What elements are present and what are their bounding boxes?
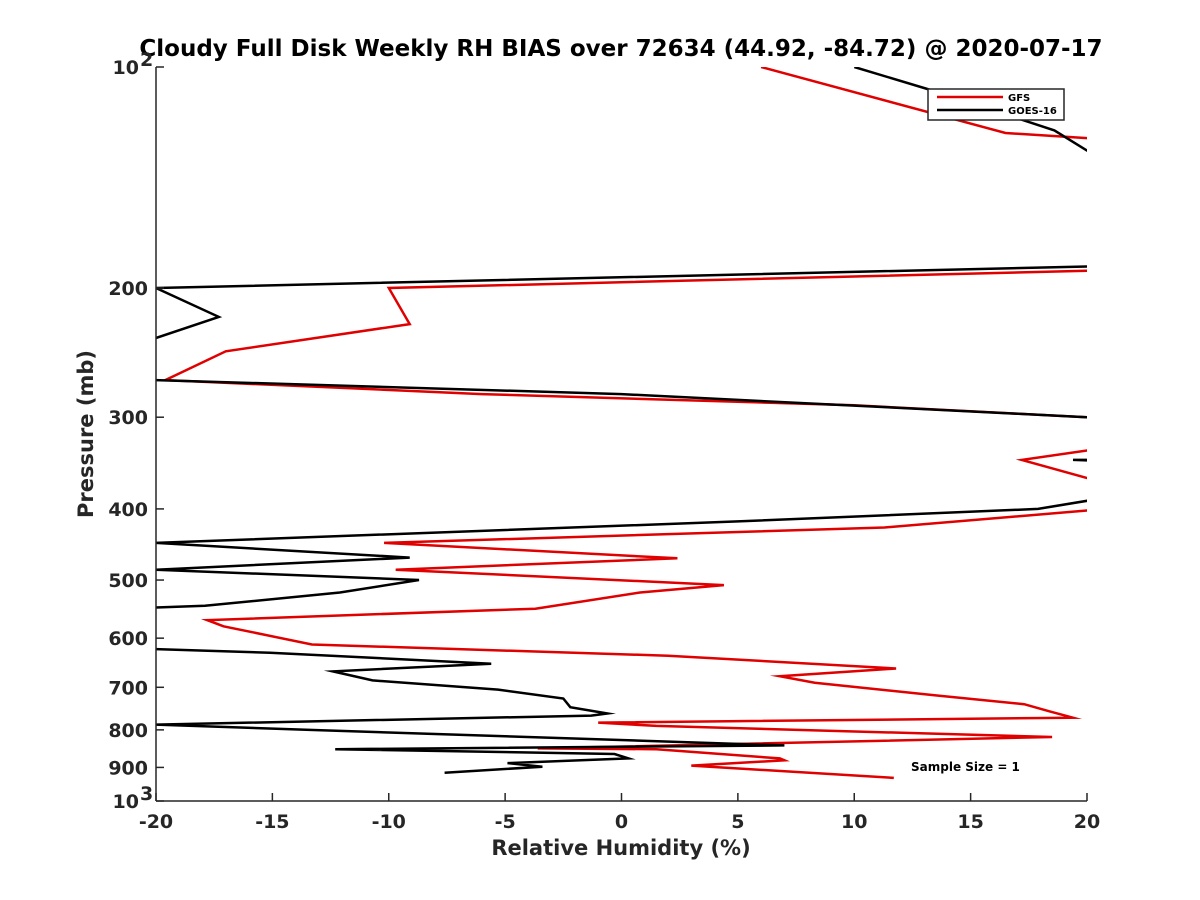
x-tick-label: 10 <box>841 811 867 833</box>
series-line-gfs <box>160 67 1087 780</box>
y-tick-label: 700 <box>108 677 148 699</box>
legend: GFS GOES-16 <box>927 88 1065 121</box>
x-axis-label: Relative Humidity (%) <box>491 836 750 860</box>
x-tick-label: 0 <box>615 811 628 833</box>
x-tick-label: -10 <box>372 811 406 833</box>
y-tick-label: 800 <box>108 720 148 742</box>
y-tick-exponent: 2 <box>140 49 153 71</box>
axes <box>155 67 1087 802</box>
y-tick-label: 500 <box>108 570 148 592</box>
y-tick-label: 900 <box>108 757 148 779</box>
y-tick-label: 600 <box>108 628 148 650</box>
legend-label-goes16: GOES-16 <box>1008 106 1057 117</box>
chart-title: Cloudy Full Disk Weekly RH BIAS over 726… <box>139 36 1102 62</box>
y-tick-label: 10 <box>113 791 139 813</box>
y-tick-label: 300 <box>108 407 148 429</box>
x-tick-label: 5 <box>731 811 744 833</box>
x-tick-label: 15 <box>957 811 983 833</box>
y-tick-label: 400 <box>108 499 148 521</box>
x-tick-label: 20 <box>1074 811 1100 833</box>
sample-size-annotation: Sample Size = 1 <box>911 760 1020 774</box>
y-tick-exponent: 3 <box>140 783 153 805</box>
legend-box <box>927 88 1065 121</box>
series-line-goes16 <box>156 67 1087 774</box>
series-layer <box>156 67 1087 780</box>
y-axis-label: Pressure (mb) <box>74 350 98 518</box>
x-ticks: -20 -15 -10 -5 0 5 10 15 20 <box>139 793 1100 833</box>
y-tick-label: 200 <box>108 278 148 300</box>
y-tick-label: 10 <box>113 57 139 79</box>
x-tick-label: -5 <box>495 811 516 833</box>
x-tick-label: -20 <box>139 811 173 833</box>
legend-label-gfs: GFS <box>1008 93 1030 104</box>
x-tick-label: -15 <box>255 811 289 833</box>
